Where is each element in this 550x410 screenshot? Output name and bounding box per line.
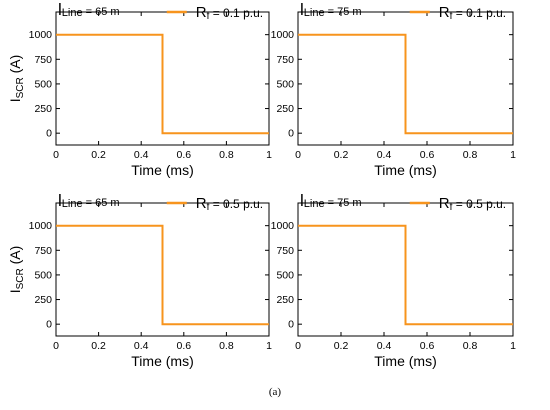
y-axis-label: ISCR (A) [7, 55, 26, 103]
x-axis-label: Time (ms) [374, 162, 436, 178]
x-axis-label: Time (ms) [131, 353, 193, 369]
panel-bottom-right: 0 0.2 0.4 0.6 0.8 1 0 250 500 750 1000 Time (ms) lLi… [271, 191, 516, 369]
y-tick-label: 500 [34, 78, 52, 90]
y-tick-label: 750 [276, 54, 294, 66]
x-tick-label: 0.8 [219, 340, 234, 352]
x-tick-label: 0.2 [91, 149, 106, 161]
x-tick-label: 0 [295, 340, 301, 352]
x-tick-label: 0.6 [420, 149, 435, 161]
x-tick-label: 0.6 [176, 149, 191, 161]
x-tick-label: 0.8 [463, 340, 478, 352]
x-tick-label: 0.8 [463, 149, 478, 161]
y-tick-label: 1000 [29, 220, 53, 232]
line-length-label: lLine = 65 m [58, 191, 120, 210]
x-axis-label: Time (ms) [374, 353, 436, 369]
plot-frame [297, 202, 514, 337]
y-tick-label: 250 [34, 294, 52, 306]
y-tick-label: 0 [288, 319, 294, 331]
y-tick-label: 500 [276, 78, 294, 90]
y-tick-label: 1000 [29, 29, 53, 41]
x-tick-label: 0 [53, 149, 59, 161]
y-tick-label: 250 [276, 294, 294, 306]
y-tick-label: 750 [34, 54, 52, 66]
x-tick-label: 0.6 [176, 340, 191, 352]
series-line [56, 33, 269, 135]
line-length-label: lLine = 65 m [58, 0, 120, 19]
x-tick-label: 1 [266, 149, 272, 161]
series-line [298, 33, 513, 135]
x-tick-label: 0.2 [334, 340, 349, 352]
y-tick-label: 0 [288, 128, 294, 140]
x-tick-label: 0.4 [134, 340, 149, 352]
x-tick-label: 0 [295, 149, 301, 161]
panel-top-left: 0 0.2 0.4 0.6 0.8 1 0 250 500 750 1000 Time (ms) ISC… [7, 0, 272, 178]
x-tick-label: 1 [510, 340, 516, 352]
x-tick-label: 0.4 [377, 149, 392, 161]
series-line [298, 224, 513, 326]
y-tick-label: 0 [46, 128, 52, 140]
line-length-label: lLine = 75 m [300, 0, 362, 19]
legend-label: Rf = 0.5 p.u. [439, 195, 506, 213]
plot-frame [55, 11, 270, 146]
y-tick-label: 500 [34, 269, 52, 281]
y-tick-label: 250 [276, 103, 294, 115]
y-axis-label: ISCR (A) [7, 246, 26, 294]
y-tick-label: 1000 [271, 29, 295, 41]
legend-label: Rf = 0.1 p.u. [439, 4, 506, 22]
x-tick-label: 0.4 [134, 149, 149, 161]
x-tick-label: 1 [266, 340, 272, 352]
y-tick-label: 750 [276, 245, 294, 257]
legend-label: Rf = 0.5 p.u. [196, 195, 263, 213]
x-tick-label: 0.6 [420, 340, 435, 352]
figure-caption: (a) [268, 386, 282, 398]
x-tick-label: 0.8 [219, 149, 234, 161]
y-tick-label: 500 [276, 269, 294, 281]
y-tick-label: 750 [34, 245, 52, 257]
x-tick-label: 0.2 [91, 340, 106, 352]
x-tick-label: 0 [53, 340, 59, 352]
series-line [56, 224, 269, 326]
x-tick-label: 0.4 [377, 340, 392, 352]
y-tick-label: 250 [34, 103, 52, 115]
x-axis-label: Time (ms) [131, 162, 193, 178]
panel-top-right: 0 0.2 0.4 0.6 0.8 1 0 250 500 750 1000 Time (ms) lLi… [271, 0, 516, 178]
x-tick-label: 1 [510, 149, 516, 161]
y-tick-label: 1000 [271, 220, 295, 232]
y-tick-label: 0 [46, 319, 52, 331]
plot-frame [55, 202, 270, 337]
panel-bottom-left: 0 0.2 0.4 0.6 0.8 1 0 250 500 750 1000 Time (ms) ISC… [7, 191, 272, 369]
plot-frame [297, 11, 514, 146]
x-tick-label: 0.2 [334, 149, 349, 161]
line-length-label: lLine = 75 m [300, 191, 362, 210]
legend-label: Rf = 0.1 p.u. [196, 4, 263, 22]
